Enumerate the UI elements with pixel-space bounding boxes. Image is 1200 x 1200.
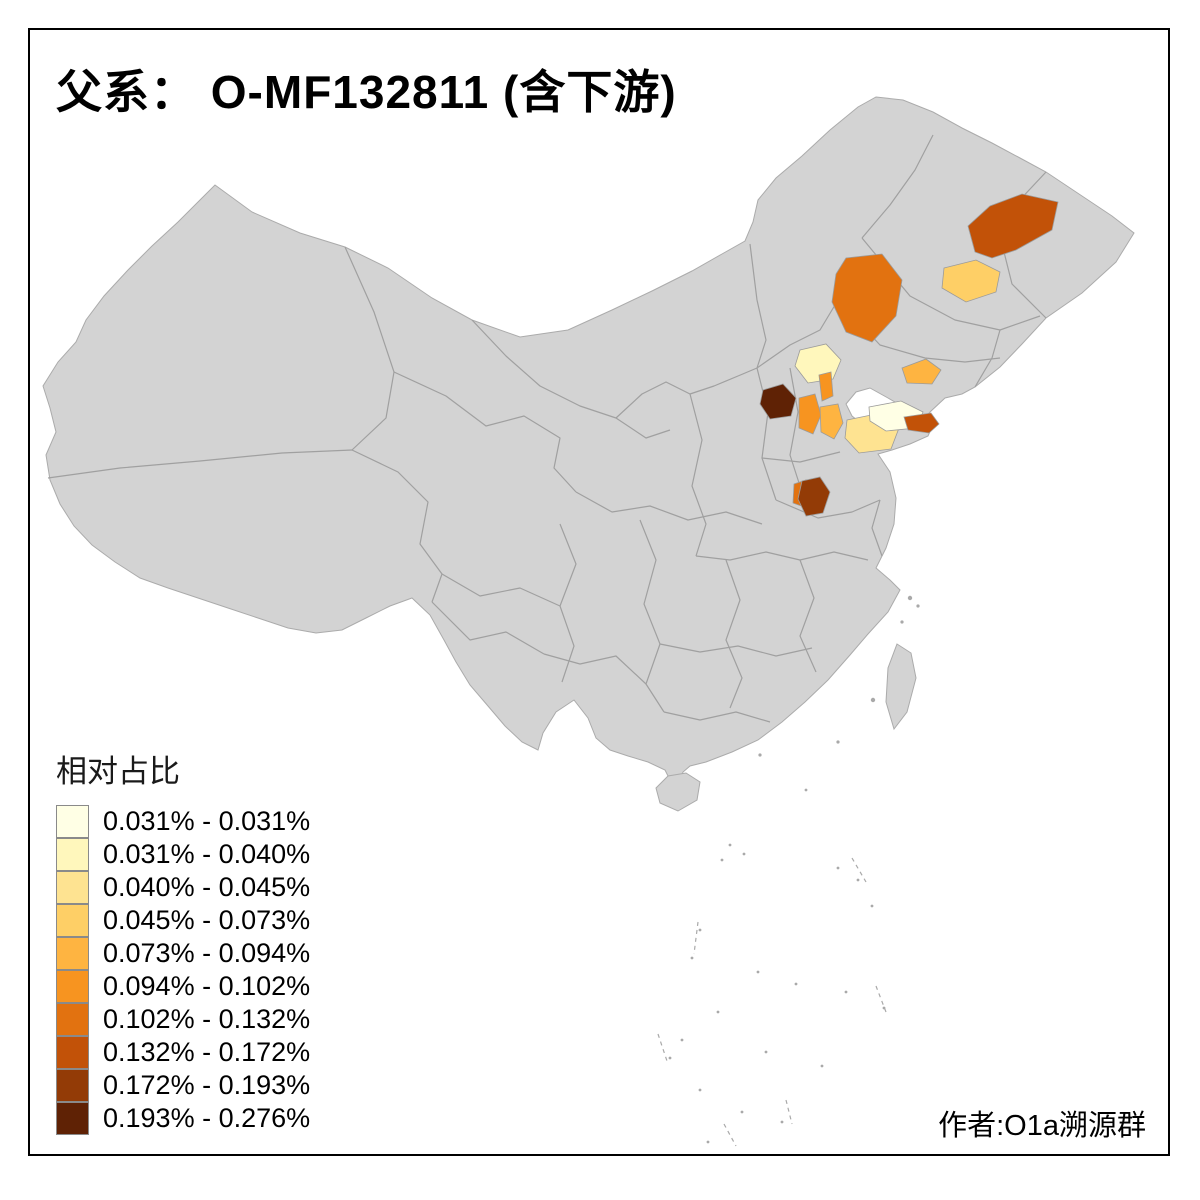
legend-label: 0.132% - 0.172% [103, 1037, 311, 1067]
legend-row: 0.031% - 0.040% [56, 838, 310, 871]
legend-title: 相对占比 [56, 754, 180, 789]
mainland-shape [42, 96, 1135, 785]
legend-swatch [56, 970, 89, 1003]
attribution: 作者:O1a溯源群 [938, 1110, 1146, 1142]
legend-label: 0.040% - 0.045% [103, 872, 311, 902]
legend-swatch [56, 1036, 89, 1069]
sea-boundary-dashes [657, 857, 887, 1147]
legend-label: 0.031% - 0.031% [103, 806, 311, 836]
legend-swatch [56, 904, 89, 937]
legend-row: 0.031% - 0.031% [56, 805, 310, 838]
region-tianjin-strip [818, 371, 834, 402]
legend-label: 0.045% - 0.073% [103, 905, 311, 935]
legend-swatch [56, 838, 89, 871]
legend-swatch [56, 937, 89, 970]
legend-swatch [56, 1069, 89, 1102]
region-liaoning-coast [901, 358, 942, 385]
map-title: 父系： O-MF132811 (含下游) [56, 66, 677, 118]
legend-label: 0.193% - 0.276% [103, 1103, 311, 1133]
legend-label: 0.094% - 0.102% [103, 971, 311, 1001]
region-liaoning-west [941, 259, 1001, 303]
region-hebei-central-a [798, 393, 822, 435]
coastal-islands [758, 595, 920, 757]
legend-swatch [56, 1102, 89, 1135]
region-inner-mongolia [831, 253, 903, 343]
legend-swatch [56, 1003, 89, 1036]
legend-label: 0.031% - 0.040% [103, 839, 311, 869]
region-ne-heilongjiang [967, 193, 1059, 259]
legend-row: 0.132% - 0.172% [56, 1036, 310, 1069]
legend-row: 0.073% - 0.094% [56, 937, 310, 970]
province-borders [47, 134, 1047, 723]
hainan-island [655, 772, 701, 812]
region-shandong-south-dark [797, 476, 831, 517]
legend-label: 0.073% - 0.094% [103, 938, 311, 968]
legend-row: 0.172% - 0.193% [56, 1069, 310, 1102]
highlighted-regions [759, 193, 1059, 517]
region-hebei-central-b [819, 403, 844, 440]
legend: 相对占比 0.031% - 0.031% 0.031% - 0.040% 0.0… [56, 746, 310, 1135]
legend-row: 0.094% - 0.102% [56, 970, 310, 1003]
legend-label: 0.172% - 0.193% [103, 1070, 311, 1100]
legend-label: 0.102% - 0.132% [103, 1004, 311, 1034]
legend-swatch [56, 805, 89, 838]
legend-row: 0.045% - 0.073% [56, 904, 310, 937]
region-shandong-tip [903, 412, 940, 434]
legend-row: 0.102% - 0.132% [56, 1003, 310, 1036]
legend-row: 0.040% - 0.045% [56, 871, 310, 904]
legend-swatch [56, 871, 89, 904]
legend-row: 0.193% - 0.276% [56, 1102, 310, 1135]
taiwan-island [885, 643, 917, 731]
south-china-sea-islands [668, 788, 886, 1144]
region-hebei-west-dark [759, 383, 797, 420]
